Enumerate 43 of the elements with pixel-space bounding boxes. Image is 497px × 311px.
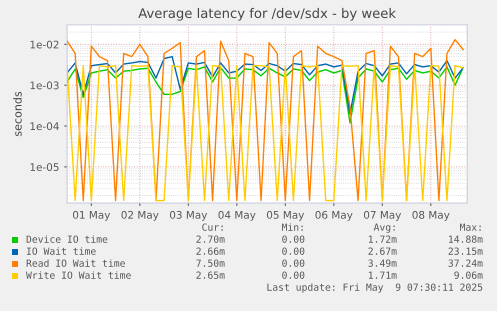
line-series — [67, 66, 464, 124]
text: 37.24m — [448, 259, 483, 267]
y-tick-label: 1e-02 — [30, 40, 58, 48]
x-tick-label: 06 May — [315, 210, 353, 221]
y-tick-label: 1e-03 — [30, 81, 59, 90]
legend-label: Read IO Wait time — [26, 259, 125, 267]
y-tick-label: 1e-05 — [30, 163, 59, 171]
text: 9.06m — [454, 271, 483, 279]
line-series — [67, 56, 464, 114]
x-tick-label: 01 May — [72, 210, 110, 221]
x-tick-label: 08 May — [412, 210, 450, 221]
legend-label: Device IO time — [26, 235, 108, 243]
x-tick-label: 07 May — [364, 210, 402, 221]
legend-label: Write IO Wait time — [26, 271, 131, 279]
text: Max: — [460, 224, 481, 231]
text: Last update: Fri May 9 07:30:11 2025 — [267, 283, 482, 293]
text: Cur: — [202, 223, 223, 231]
legend-label: IO Wait time — [26, 247, 96, 255]
text: 23.15m — [448, 247, 483, 255]
text: 7.50m — [196, 259, 225, 267]
line-series — [67, 39, 464, 202]
chart-title: Average latency for /dev/sdx - by week — [138, 8, 396, 21]
y-axis-title: seconds — [13, 92, 22, 136]
text: 0.00 — [282, 235, 304, 243]
text: 0.00 — [282, 247, 304, 255]
text: Min: — [282, 223, 303, 231]
y-tick-label: 1e-04 — [30, 122, 59, 130]
text: 1.72m — [368, 235, 397, 243]
text: Avg: — [374, 224, 395, 233]
text: 0.00 — [282, 271, 304, 279]
text: 2.70m — [196, 235, 225, 243]
text: 2.67m — [368, 247, 397, 255]
text: 3.49m — [368, 259, 397, 267]
x-tick-label: 04 May — [218, 210, 256, 221]
x-tick-label: 05 May — [266, 210, 304, 221]
line-series — [67, 65, 464, 202]
text: 14.88m — [449, 235, 483, 243]
text: 2.65m — [196, 271, 225, 279]
text: 1.71m — [368, 272, 397, 279]
text: 0.00 — [282, 259, 304, 267]
x-tick-label: 02 May — [121, 210, 159, 221]
x-tick-label: 03 May — [170, 210, 208, 221]
text: 2.66m — [196, 247, 225, 255]
